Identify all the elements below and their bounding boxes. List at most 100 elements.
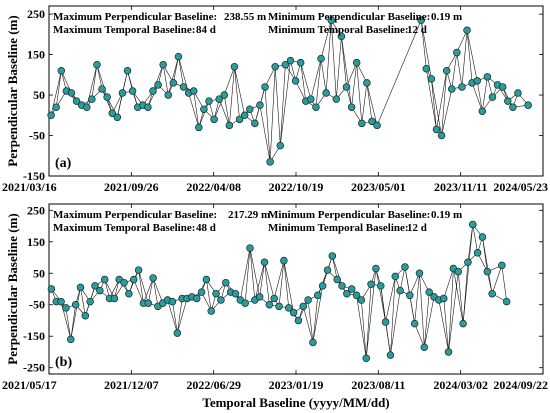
panel-b-edge-163 xyxy=(443,268,454,299)
panel-a-edge-67 xyxy=(218,98,230,126)
panel-a-min-perp-value: 0.19 m xyxy=(431,11,462,23)
panel-b-edge-184 xyxy=(501,265,507,302)
panel-a-edge-2 xyxy=(55,70,62,108)
panel-a-edge-147 xyxy=(466,30,478,81)
panel-a-x-tick-label-2: 2022/04/08 xyxy=(186,180,241,194)
panel-a-acquisition-point-77 xyxy=(478,107,487,115)
panel-b-edge-148 xyxy=(409,295,415,324)
panel-a-label: (a) xyxy=(55,156,72,171)
panel-a-edge-84 xyxy=(264,86,271,162)
panel-b-acquisition-point-82 xyxy=(444,348,453,356)
panel-b-acquisition-point-0 xyxy=(47,285,56,293)
panel-a-acquisition-point-66 xyxy=(422,64,431,73)
panel-a-x-tick-label-0: 2021/03/16 xyxy=(2,180,57,194)
panel-a-acquisition-point-44 xyxy=(271,62,279,71)
panel-a-y-axis-label: Perpendicular Baseline (m) xyxy=(5,15,20,166)
panel-b-acquisition-point-16 xyxy=(125,289,133,298)
x-axis-label: Temporal Baseline (yyyy/MM/dd) xyxy=(202,395,389,410)
panel-a-edge-86 xyxy=(269,66,276,162)
panel-a-edge-120 xyxy=(356,62,363,124)
panel-b-max-temp-value: 48 d xyxy=(196,222,216,234)
panel-b-edge-6 xyxy=(65,307,72,340)
panel-a-edge-140 xyxy=(451,52,458,90)
panel-a-edge-104 xyxy=(315,58,322,108)
panel-a-edge-98 xyxy=(300,62,307,102)
panel-b-edge-86 xyxy=(259,262,265,297)
panel-a-acquisition-point-85 xyxy=(524,101,532,109)
panel-b-edge-88 xyxy=(264,262,270,305)
panel-b-acquisition-point-50 xyxy=(289,308,298,317)
panel-a-acquisition-point-13 xyxy=(113,113,122,122)
panel-b-edge-138 xyxy=(385,322,391,356)
panel-a-acquisition-point-2 xyxy=(57,67,66,75)
panel-a-acquisition-point-58 xyxy=(342,83,351,91)
panel-a-acquisition-point-12 xyxy=(108,109,116,118)
panel-b-acquisition-point-84 xyxy=(454,267,462,276)
panel-a-acquisition-point-14 xyxy=(118,89,127,97)
panel-b-nodes xyxy=(47,220,511,363)
panel-b-edges xyxy=(51,224,507,359)
panel-b-edge-164 xyxy=(448,268,454,352)
panel-a-acquisition-point-52 xyxy=(312,103,320,111)
panel-b-x-tick-label-6: 2024/09/22 xyxy=(493,378,548,392)
panel-b-acquisition-point-92 xyxy=(498,261,506,270)
panel-b-acquisition-point-71 xyxy=(391,272,400,281)
panel-b-acquisition-point-59 xyxy=(333,275,341,284)
panel-a-y-tick-label-2: 50 xyxy=(33,88,45,102)
panel-b-acquisition-point-88 xyxy=(473,249,482,257)
panel-a-edge-28 xyxy=(122,70,128,94)
panel-b-acquisition-point-10 xyxy=(96,286,104,295)
panel-a-edge-70 xyxy=(229,66,235,126)
panel-b-acquisition-point-25 xyxy=(168,297,177,306)
panel-a-acquisition-point-24 xyxy=(169,79,178,87)
panel-a-edge-115 xyxy=(341,36,352,108)
panel-a-edge-137 xyxy=(441,88,453,136)
panel-b-acquisition-point-46 xyxy=(270,294,278,303)
panel-b-x-tick-label-3: 2023/01/19 xyxy=(269,378,324,392)
panel-b-acquisition-point-11 xyxy=(100,275,109,284)
panel-a-edge-161 xyxy=(502,86,514,108)
panel-b-max-perp-value: 217.29 m xyxy=(228,209,270,221)
panel-b-acquisition-point-3 xyxy=(62,304,70,312)
panel-a-acquisition-point-40 xyxy=(251,119,259,128)
panel-b-min-temp-label: Minimum Temporal Baseline: xyxy=(268,222,409,234)
panel-a-edge-136 xyxy=(441,70,447,136)
panel-b-acquisition-point-6 xyxy=(76,283,85,292)
panel-a-acquisition-point-15 xyxy=(123,67,132,75)
panel-a-edge-44 xyxy=(162,64,169,96)
panel-a-acquisition-point-32 xyxy=(210,115,218,124)
panel-b-y-tick-label-5: 250 xyxy=(27,203,45,217)
panel-b-acquisition-point-41 xyxy=(246,244,254,252)
panel-a-acquisition-point-81 xyxy=(498,83,507,91)
panel-a-acquisition-point-33 xyxy=(215,95,223,103)
panel-b-acquisition-point-51 xyxy=(294,316,303,325)
panel-a-edge-121 xyxy=(356,62,368,84)
panel-a-edge-18 xyxy=(96,64,103,90)
panel-a-acquisition-point-21 xyxy=(154,81,162,89)
panel-a-acquisition-point-34 xyxy=(220,91,229,99)
panel-b-x-tick-label-2: 2022/06/29 xyxy=(186,378,241,392)
panel-b-acquisition-point-43 xyxy=(255,293,264,301)
panel-a-edge-125 xyxy=(366,82,378,126)
panel-a-max-perp-value: 238.55 m xyxy=(224,11,266,23)
panel-b-acquisition-point-57 xyxy=(323,266,332,274)
panel-a-acquisition-point-36 xyxy=(230,62,239,71)
panel-b-edge-37 xyxy=(138,270,149,304)
panel-b-edge-127 xyxy=(356,295,367,359)
panel-a-x-tick-label-3: 2022/10/19 xyxy=(269,180,324,194)
panel-a-acquisition-point-11 xyxy=(103,93,111,101)
panel-a-acquisition-point-73 xyxy=(458,83,466,91)
panel-a-acquisition-point-63 xyxy=(368,117,376,126)
panel-a-acquisition-point-49 xyxy=(296,58,305,67)
panel-a-edge-56 xyxy=(193,90,200,128)
panel-a-edge-48 xyxy=(173,56,179,83)
panel-b-y-tick-label-0: -250 xyxy=(23,361,45,375)
panel-b-acquisition-point-45 xyxy=(265,300,274,309)
panel-b-edge-9 xyxy=(70,287,81,340)
panel-b-acquisition-point-75 xyxy=(410,319,419,328)
panel-a-edge-97 xyxy=(295,80,307,102)
panel-a-min-temp-label: Minimum Temporal Baseline: xyxy=(268,24,409,36)
panel-b-edge-165 xyxy=(448,271,459,352)
panel-b-edge-168 xyxy=(457,271,464,324)
panel-b-acquisition-point-76 xyxy=(415,269,424,278)
